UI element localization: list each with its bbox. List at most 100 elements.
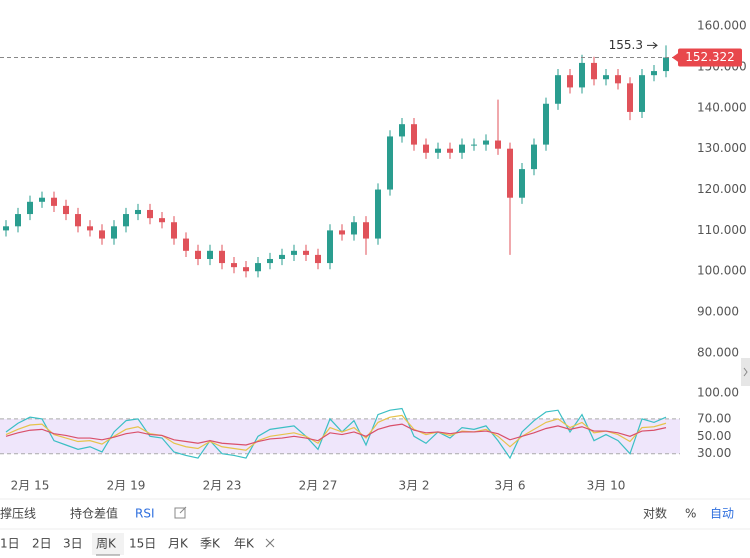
candle-body — [507, 148, 513, 198]
x-tick-label: 2月 15 — [11, 479, 50, 493]
icon-stroke — [265, 538, 275, 548]
x-tick-label: 3月 2 — [398, 479, 429, 493]
candle-body — [327, 230, 333, 264]
period-item[interactable]: 月K — [168, 537, 189, 551]
candle-body — [291, 250, 297, 255]
icon-frame — [174, 507, 186, 519]
candle-body — [519, 169, 525, 198]
candle-body — [99, 230, 105, 239]
candle-body — [87, 226, 93, 231]
candle-body — [3, 226, 9, 231]
candle-body — [279, 254, 285, 259]
period-item[interactable]: 季K — [200, 537, 221, 551]
candle-body — [387, 136, 393, 190]
candle-body — [147, 209, 153, 219]
candle-body — [219, 250, 225, 264]
candle-body — [231, 263, 237, 268]
candle-body — [471, 144, 477, 146]
candle-body — [135, 209, 141, 215]
candle-body — [555, 75, 561, 104]
high-annotation: 155.3 — [609, 38, 643, 52]
candle-body — [483, 140, 489, 145]
candle-body — [27, 201, 33, 215]
candle-body — [591, 62, 597, 80]
rsi-line — [5, 407, 667, 460]
candle-body — [435, 148, 441, 153]
period-selected — [92, 533, 124, 555]
last-price-box — [678, 48, 742, 67]
candle-body — [603, 75, 609, 80]
candle-body — [267, 258, 273, 264]
high-arrow — [647, 41, 658, 49]
y-tick-label: 90.000 — [697, 305, 739, 319]
period-item[interactable]: 年K — [234, 537, 255, 551]
candle-body — [207, 250, 213, 259]
last-price-label: 152.322 — [685, 50, 735, 64]
y-tick-label: 140.000 — [697, 100, 747, 114]
candle-body — [183, 238, 189, 251]
candle-body — [615, 75, 621, 84]
candle-body — [51, 197, 57, 206]
candle-body — [411, 124, 417, 145]
edit-icon[interactable] — [174, 506, 187, 519]
candle-body — [339, 230, 345, 235]
candle-body — [75, 214, 81, 227]
last-price-pointer — [672, 52, 679, 63]
icon-arrow — [179, 506, 187, 514]
candle-body — [543, 103, 549, 145]
toolbar-item[interactable]: 撑压线 — [0, 506, 36, 521]
period-item[interactable]: 1日 — [0, 537, 20, 551]
candle-body — [375, 189, 381, 239]
period-item[interactable]: 周K — [96, 537, 117, 551]
y-tick-label: 100.00 — [697, 385, 739, 399]
rsi-line — [5, 414, 667, 451]
y-tick-label: 50.00 — [697, 429, 731, 443]
y-tick-label: 70.00 — [697, 411, 731, 425]
candle-body — [351, 222, 357, 235]
period-item[interactable]: 3日 — [63, 537, 83, 551]
toolbar-item[interactable]: 对数 — [643, 506, 667, 521]
candle-body — [363, 222, 369, 239]
y-tick-label: 120.000 — [697, 182, 747, 196]
candle-body — [399, 124, 405, 137]
y-tick-label: 110.000 — [697, 223, 747, 237]
x-tick-label: 3月 10 — [587, 479, 626, 493]
candle-body — [663, 57, 669, 72]
candle-body — [531, 144, 537, 170]
candle-body — [447, 148, 453, 153]
candle-body — [39, 197, 45, 202]
y-tick-label: 100.000 — [697, 264, 747, 278]
y-tick-label: 130.000 — [697, 141, 747, 155]
candle-body — [159, 218, 165, 223]
candle-body — [195, 250, 201, 259]
chevron — [743, 367, 748, 377]
candle-body — [123, 214, 129, 227]
y-tick-label: 30.00 — [697, 446, 731, 460]
candle-body — [303, 250, 309, 255]
y-tick-label: 160.000 — [697, 19, 747, 33]
candle-body — [495, 140, 501, 149]
toolbar-item[interactable]: % — [685, 507, 696, 521]
scroll-tab[interactable] — [741, 358, 750, 386]
candle-body — [567, 75, 573, 88]
candle-body — [243, 267, 249, 272]
candle-body — [63, 205, 69, 215]
y-tick-label: 80.000 — [697, 345, 739, 359]
candle-body — [639, 75, 645, 112]
period-item[interactable]: 2日 — [32, 537, 52, 551]
candle-body — [15, 214, 21, 227]
rsi-line — [5, 423, 667, 446]
candle-body — [111, 226, 117, 239]
toolbar-item[interactable]: RSI — [135, 507, 155, 521]
x-tick-label: 2月 27 — [299, 479, 338, 493]
candle-body — [315, 254, 321, 264]
x-tick-label: 3月 6 — [494, 479, 525, 493]
toolbar-item[interactable]: 自动 — [710, 507, 734, 521]
period-item[interactable]: 15日 — [129, 537, 156, 551]
candle-body — [579, 62, 585, 88]
x-tick-label: 2月 23 — [203, 479, 242, 493]
toolbar-item[interactable]: 持仓差值 — [70, 506, 118, 521]
x-tick-label: 2月 19 — [107, 479, 146, 493]
close-icon[interactable] — [265, 538, 275, 548]
